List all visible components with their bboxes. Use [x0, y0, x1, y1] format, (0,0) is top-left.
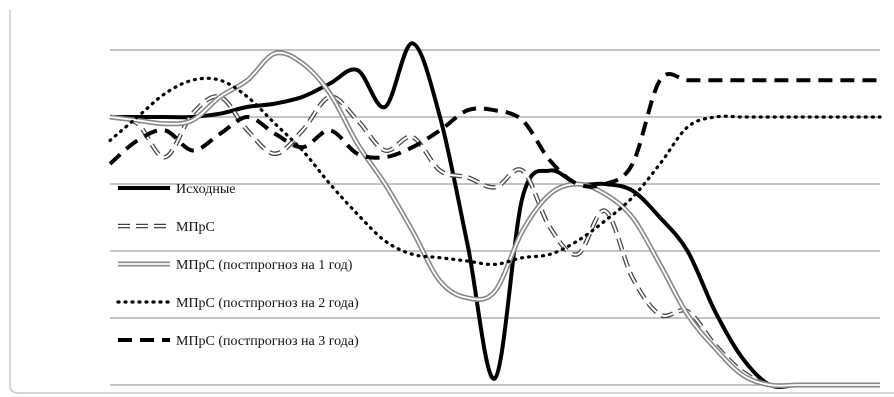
series-line [108, 72, 880, 189]
legend-label: Исходные [176, 182, 235, 197]
chart-border [9, 10, 894, 394]
series-line [109, 50, 880, 389]
legend-item: МПрС [118, 220, 215, 235]
legend-item: МПрС (постпрогноз на 1 год) [118, 258, 353, 273]
series-path [109, 51, 880, 387]
legend: Исходные МПрС МПрС (постпрогноз на 1 год) М… [116, 182, 359, 349]
legend-item: МПрС (постпрогноз на 3 года) [118, 334, 359, 349]
series-lines [108, 41, 882, 389]
legend-label: МПрС (постпрогноз на 1 год) [176, 258, 353, 273]
legend-label: МПрС [176, 220, 215, 235]
series-path [110, 41, 880, 389]
legend-item: МПрС (постпрогноз на 2 года) [116, 296, 359, 311]
legend-label: МПрС (постпрогноз на 2 года) [176, 296, 359, 311]
legend-label: МПрС (постпрогноз на 3 года) [176, 334, 359, 349]
series-line [110, 41, 880, 389]
series-path [108, 72, 880, 189]
series-line [108, 76, 882, 267]
series-path [108, 76, 882, 267]
legend-item: Исходные [118, 182, 235, 197]
